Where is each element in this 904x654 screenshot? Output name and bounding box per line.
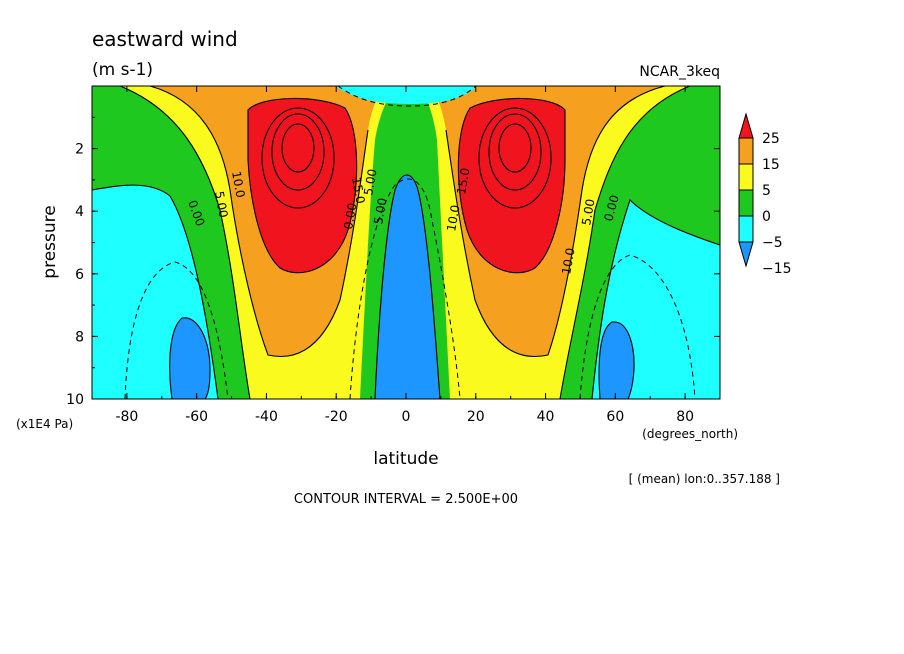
negative-contours [124, 86, 696, 399]
colorbar-label: 25 [762, 131, 780, 147]
colorbar-segment [738, 137, 754, 165]
jet-core-left [248, 98, 357, 273]
x-axis-title: latitude [373, 449, 438, 469]
y-tick-label: 8 [75, 329, 84, 345]
chart-units: (m s-1) [92, 60, 153, 80]
neg-patch-equator [375, 175, 440, 399]
contour-field: 0.00 5.00 10.0 15.0 5.00 0.00 5.00 10.0 … [92, 86, 720, 399]
contour-label: 5.00 [212, 190, 230, 219]
jet-core-right [458, 98, 565, 273]
colorbar: 25 15 5 0 −5 −15 [738, 112, 792, 277]
contour-label: 5.00 [371, 197, 389, 226]
y-axis-title: pressure [40, 205, 60, 278]
contour-label: 15.0 [454, 167, 472, 196]
x-tick-label: 60 [606, 409, 624, 425]
neg-patch-sh [169, 317, 210, 399]
colorbar-min-arrow [738, 241, 754, 268]
mean-note: [ (mean) lon:0..357.188 ] [629, 472, 780, 486]
y-tick-label: 4 [75, 204, 84, 220]
y-tick-label: 10 [66, 392, 84, 408]
contour-label: 0.00 [601, 193, 621, 222]
y-axis-units: (x1E4 Pa) [16, 417, 73, 431]
x-tick-label: -20 [325, 409, 348, 425]
contour-label: 15.0 [349, 176, 367, 205]
x-axis-units: (degrees_north) [642, 427, 738, 441]
colorbar-label: 0 [762, 209, 771, 225]
x-tick-label: -80 [115, 409, 138, 425]
x-tick-label: -40 [255, 409, 278, 425]
y-tick-label: 6 [75, 267, 84, 283]
y-axis: 2 4 6 8 10 [66, 116, 720, 408]
colorbar-max-arrow [738, 112, 754, 139]
dataset-label: NCAR_3keq [639, 64, 720, 80]
contour-labels: 0.00 5.00 10.0 15.0 5.00 0.00 5.00 10.0 … [185, 167, 622, 276]
colorbar-segment [738, 163, 754, 191]
colorbar-segment [738, 189, 754, 217]
contour-interval: CONTOUR INTERVAL = 2.500E+00 [294, 492, 518, 507]
neg-patch-nh [599, 321, 635, 399]
colorbar-label: −15 [762, 261, 792, 277]
colorbar-label: −5 [762, 235, 783, 251]
x-tick-label: 80 [676, 409, 694, 425]
x-tick-label: 20 [467, 409, 485, 425]
colorbar-segment [738, 215, 754, 243]
x-tick-label: 0 [402, 409, 411, 425]
chart-title: eastward wind [92, 27, 238, 51]
contour-label: 5.00 [361, 168, 379, 197]
x-tick-label: 40 [537, 409, 555, 425]
contour-label: 5.00 [579, 198, 597, 227]
contour-lines [92, 86, 720, 399]
colorbar-label: 5 [762, 183, 771, 199]
contour-label: 10.0 [229, 170, 247, 199]
contour-label: 10.0 [559, 247, 577, 276]
contour-label: 0.00 [341, 202, 359, 231]
contour-label: 10.0 [444, 204, 462, 233]
neg-cap-top [335, 86, 478, 104]
y-tick-label: 2 [75, 142, 84, 158]
x-tick-label: -60 [185, 409, 208, 425]
x-axis: -80 -60 -40 -20 0 20 40 60 80 [91, 86, 721, 425]
colorbar-label: 15 [762, 157, 780, 173]
